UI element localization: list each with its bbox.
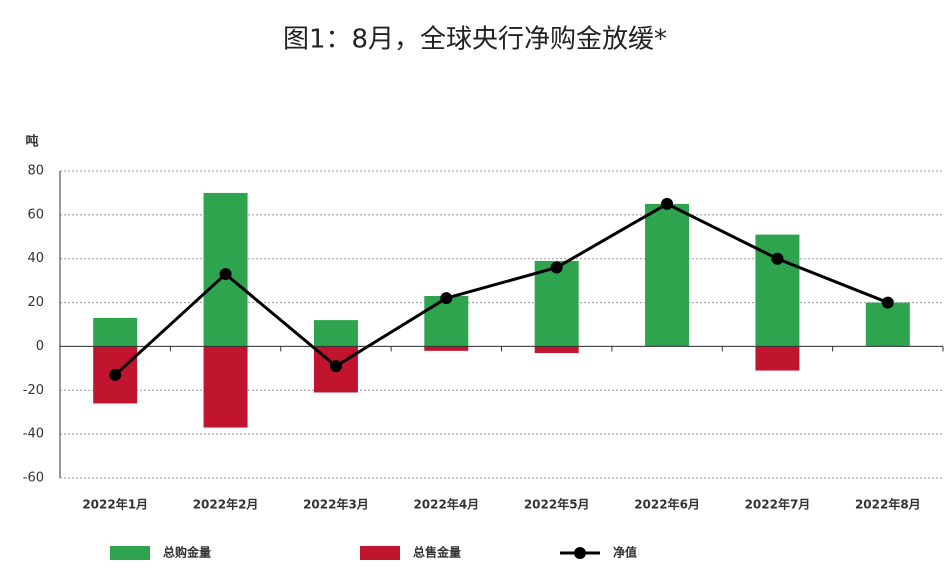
bar [534, 346, 579, 354]
y-axis-label: 吨 [25, 134, 38, 150]
bar [755, 346, 800, 371]
x-tick-label: 2022年1月 [82, 497, 148, 512]
chart-title: 图1：8月，全球央行净购金放缓* [283, 25, 667, 55]
point [440, 292, 453, 305]
legend-swatch [110, 546, 150, 560]
x-tick-label: 2022年8月 [855, 497, 921, 512]
point [881, 296, 894, 309]
bar [645, 203, 690, 347]
x-tick-label: 2022年7月 [745, 497, 811, 512]
point [550, 261, 563, 274]
x-tick-label: 2022年6月 [634, 497, 700, 512]
x-tick-label: 2022年5月 [524, 497, 590, 512]
legend-label: 净值 [613, 545, 637, 560]
bar [313, 320, 358, 347]
bar [865, 302, 910, 347]
y-tick-label: -60 [23, 471, 44, 486]
y-tick-label: -40 [23, 427, 44, 442]
point [771, 252, 784, 265]
legend-swatch [360, 546, 400, 560]
bar [424, 295, 469, 347]
bar [203, 346, 248, 428]
bar [424, 346, 469, 351]
point [219, 268, 232, 281]
x-tick-label: 2022年4月 [413, 497, 479, 512]
y-tick-label: 40 [27, 251, 44, 266]
x-tick-label: 2022年2月 [193, 497, 259, 512]
legend-label: 总售金量 [413, 545, 461, 560]
legend-label: 总购金量 [163, 545, 211, 560]
y-tick-label: 0 [36, 339, 44, 354]
y-tick-label: 20 [27, 295, 44, 310]
legend-marker [574, 547, 586, 559]
y-tick-label: 60 [27, 207, 44, 222]
line [114, 202, 889, 377]
bar [534, 260, 579, 347]
point [329, 360, 342, 373]
point [661, 197, 674, 210]
y-tick-label: -20 [23, 383, 44, 398]
y-tick-label: 80 [27, 164, 44, 179]
bar [93, 317, 138, 347]
point [109, 368, 122, 381]
x-tick-label: 2022年3月 [303, 497, 369, 512]
